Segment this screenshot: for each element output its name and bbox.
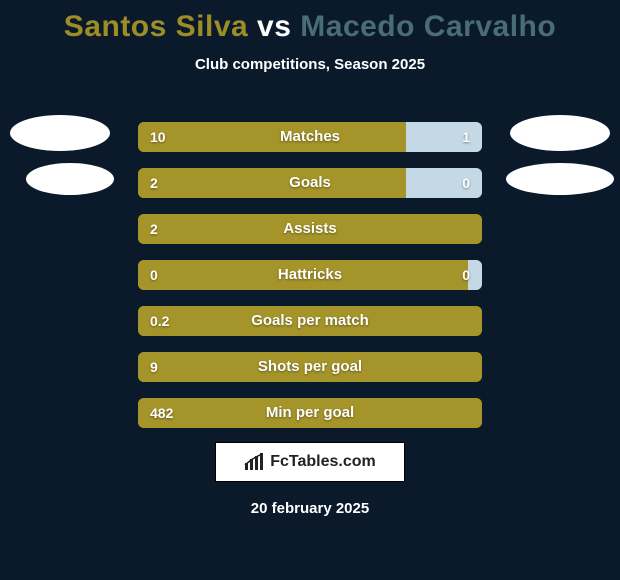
brand-text: FcTables.com xyxy=(270,453,376,471)
stat-bar: 482Min per goal xyxy=(138,398,482,428)
avatar-placeholder xyxy=(26,163,114,195)
bar-label: Assists xyxy=(138,214,482,244)
avatar-placeholder xyxy=(10,115,110,151)
bar-label: Hattricks xyxy=(138,260,482,290)
stat-bar: 0Hattricks0 xyxy=(138,260,482,290)
date-text: 20 february 2025 xyxy=(0,500,620,517)
title-player2: Macedo Carvalho xyxy=(300,10,556,43)
subtitle: Club competitions, Season 2025 xyxy=(0,56,620,73)
bar-label: Goals xyxy=(138,168,482,198)
bar-label: Shots per goal xyxy=(138,352,482,382)
bar-value-right: 0 xyxy=(462,168,470,198)
title-separator: vs xyxy=(257,10,291,43)
avatar-placeholder xyxy=(506,163,614,195)
stat-bar: 2Assists xyxy=(138,214,482,244)
stat-bar: 10Matches1 xyxy=(138,122,482,152)
bar-value-right: 0 xyxy=(462,260,470,290)
bar-label: Matches xyxy=(138,122,482,152)
bar-value-right: 1 xyxy=(462,122,470,152)
stats-bars: 10Matches12Goals02Assists0Hattricks00.2G… xyxy=(138,122,482,444)
stat-bar: 2Goals0 xyxy=(138,168,482,198)
page-title: Santos Silva vs Macedo Carvalho xyxy=(0,0,620,44)
bar-label: Goals per match xyxy=(138,306,482,336)
brand-badge: FcTables.com xyxy=(215,442,405,482)
bar-chart-icon xyxy=(244,453,266,471)
avatar-placeholder xyxy=(510,115,610,151)
stat-bar: 0.2Goals per match xyxy=(138,306,482,336)
stat-bar: 9Shots per goal xyxy=(138,352,482,382)
title-player1: Santos Silva xyxy=(64,10,248,43)
bar-label: Min per goal xyxy=(138,398,482,428)
